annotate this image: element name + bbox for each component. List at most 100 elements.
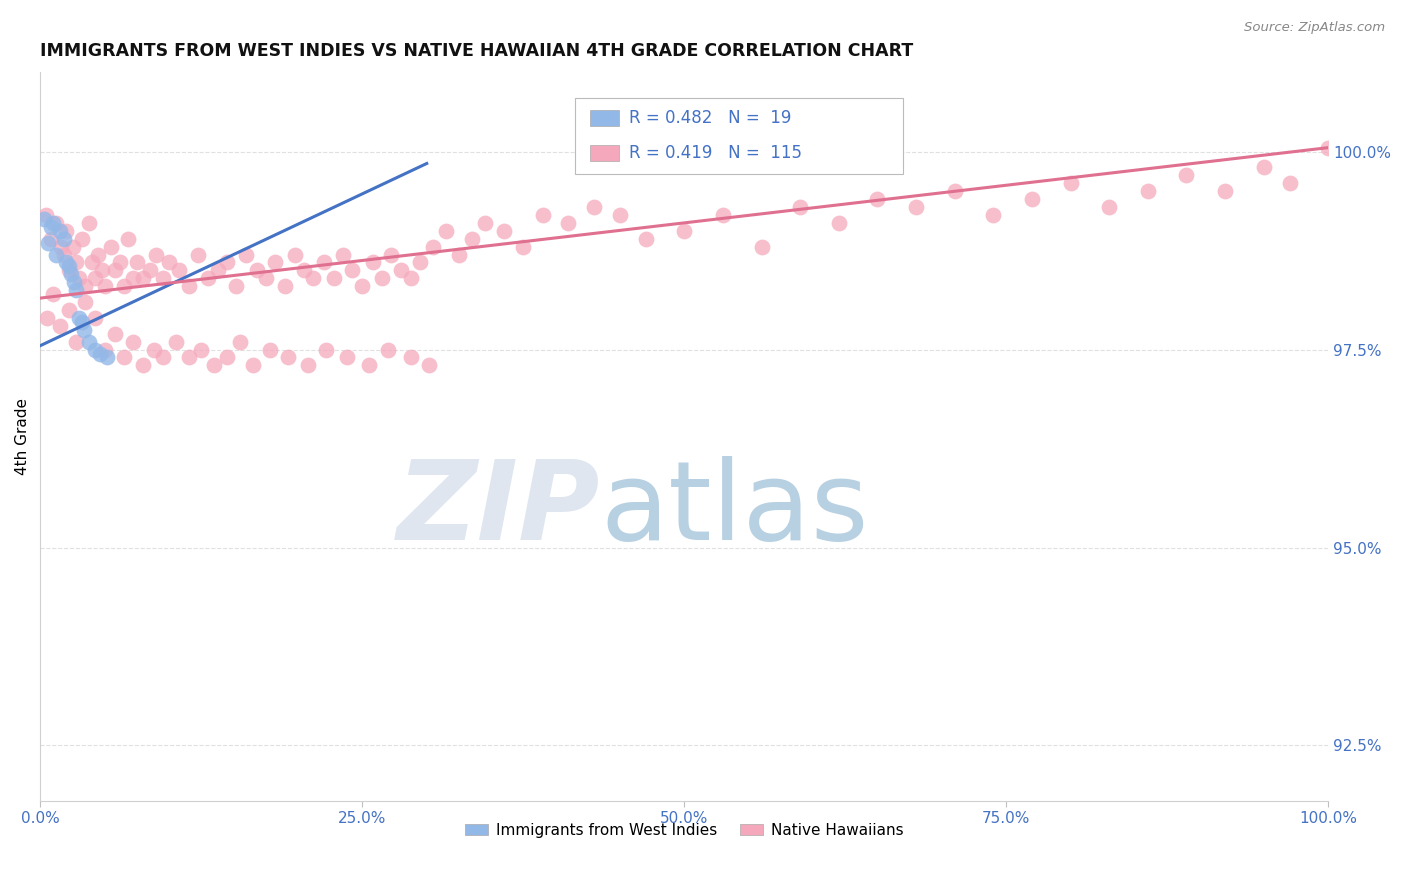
FancyBboxPatch shape [591, 145, 619, 161]
Point [48, 318, 70, 333]
Point [45, 247, 67, 261]
Point [943, 184, 966, 198]
Point [512, 239, 534, 253]
Point [58, 260, 80, 274]
Point [145, 247, 167, 261]
Point [789, 200, 811, 214]
Point [94, 279, 117, 293]
Point [45, 216, 67, 230]
Point [65, 283, 87, 297]
FancyBboxPatch shape [591, 111, 619, 127]
Point [274, 279, 297, 293]
Point [117, 232, 139, 246]
Point [905, 200, 928, 214]
Point [294, 263, 316, 277]
Point [63, 275, 86, 289]
Point [42, 287, 65, 301]
Point [673, 224, 696, 238]
Point [866, 192, 889, 206]
Point [55, 224, 77, 238]
Point [177, 279, 200, 293]
Point [139, 263, 162, 277]
Point [422, 239, 444, 253]
Point [229, 334, 252, 349]
Point [434, 224, 457, 238]
Point [557, 216, 579, 230]
FancyBboxPatch shape [575, 98, 903, 175]
Point [246, 263, 269, 277]
Point [583, 200, 606, 214]
Point [65, 255, 87, 269]
Point [58, 302, 80, 317]
Point [217, 351, 239, 365]
Point [169, 263, 191, 277]
Point [447, 247, 470, 261]
Point [132, 359, 155, 373]
Point [112, 279, 135, 293]
Point [531, 208, 554, 222]
Point [217, 255, 239, 269]
Point [79, 216, 101, 230]
Point [32, 211, 55, 226]
Point [254, 271, 277, 285]
Point [104, 263, 127, 277]
Point [1136, 184, 1159, 198]
Point [112, 351, 135, 365]
Point [49, 239, 72, 253]
Point [89, 346, 111, 360]
Point [96, 351, 118, 365]
Point [263, 255, 285, 269]
Point [609, 208, 631, 222]
Point [58, 263, 80, 277]
Point [357, 359, 380, 373]
Point [35, 310, 58, 325]
Point [75, 279, 97, 293]
Point [312, 255, 335, 269]
Point [361, 255, 384, 269]
Point [52, 247, 75, 261]
Point [110, 255, 132, 269]
Point [177, 351, 200, 365]
Point [83, 271, 105, 285]
Point [122, 271, 145, 285]
Point [83, 343, 105, 357]
Point [492, 224, 515, 238]
Point [142, 343, 165, 357]
Point [242, 359, 264, 373]
Point [981, 208, 1004, 222]
Point [277, 351, 299, 365]
Point [70, 315, 93, 329]
Point [70, 232, 93, 246]
Point [315, 343, 337, 357]
Point [157, 255, 180, 269]
Point [202, 359, 225, 373]
Point [284, 247, 307, 261]
Text: R = 0.482   N =  19: R = 0.482 N = 19 [628, 110, 792, 128]
Point [186, 247, 208, 261]
Point [67, 310, 90, 325]
Text: Source: ZipAtlas.com: Source: ZipAtlas.com [1244, 21, 1385, 35]
Point [1213, 184, 1236, 198]
Point [323, 271, 346, 285]
Point [197, 271, 219, 285]
Point [80, 255, 103, 269]
Point [751, 239, 773, 253]
Point [711, 208, 734, 222]
Text: IMMIGRANTS FROM WEST INDIES VS NATIVE HAWAIIAN 4TH GRADE CORRELATION CHART: IMMIGRANTS FROM WEST INDIES VS NATIVE HA… [41, 42, 914, 60]
Point [55, 255, 77, 269]
Point [1021, 192, 1043, 206]
Point [34, 208, 56, 222]
Point [60, 268, 83, 282]
Text: R = 0.419   N =  115: R = 0.419 N = 115 [628, 144, 801, 161]
Point [152, 351, 174, 365]
Point [48, 224, 70, 238]
Text: atlas: atlas [600, 456, 869, 563]
Point [207, 263, 229, 277]
Point [634, 232, 657, 246]
Point [828, 216, 851, 230]
Point [340, 263, 363, 277]
Point [152, 271, 174, 285]
Point [474, 216, 496, 230]
Point [37, 235, 59, 250]
Point [83, 310, 105, 325]
